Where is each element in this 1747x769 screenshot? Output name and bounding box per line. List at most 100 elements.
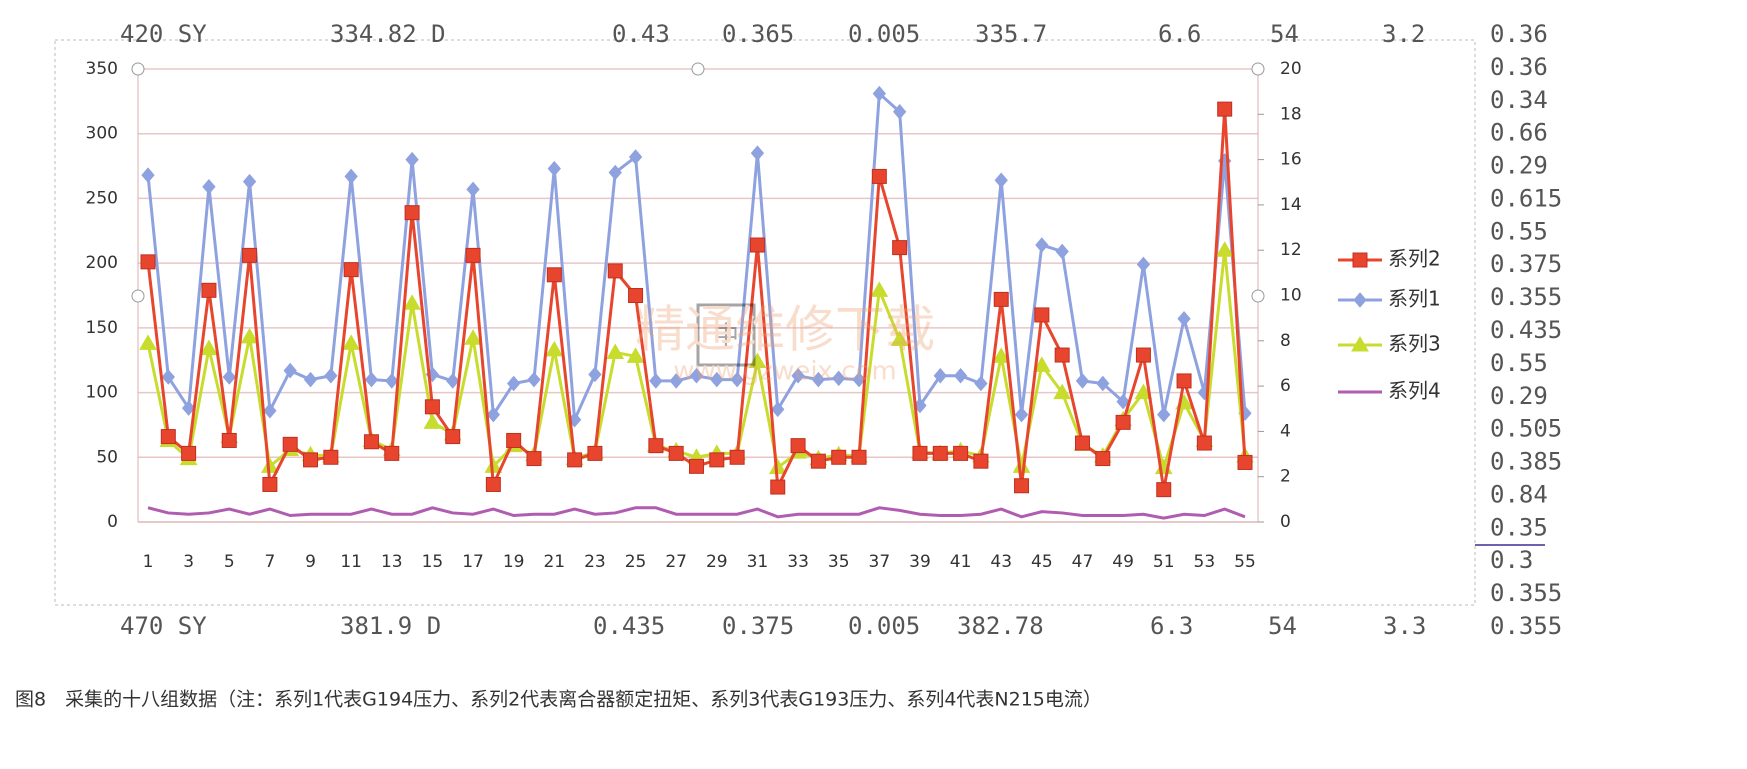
point — [992, 347, 1011, 363]
watermark-box-text: 中 — [713, 322, 739, 352]
y2-tick-label: 16 — [1280, 150, 1302, 170]
point — [466, 181, 480, 198]
point — [446, 373, 460, 389]
side-value: 0.505 — [1490, 415, 1562, 443]
top-row-value: 0.005 — [848, 20, 920, 48]
point — [607, 263, 623, 279]
legend-label: 系列4 — [1388, 379, 1441, 403]
point — [993, 291, 1009, 307]
side-value: 0.34 — [1490, 86, 1548, 114]
point — [1055, 243, 1069, 260]
point — [1136, 256, 1151, 273]
point — [323, 449, 339, 465]
bottom-row-value: 0.005 — [848, 612, 920, 640]
x-tick-label: 5 — [224, 552, 235, 572]
point — [890, 330, 909, 347]
point — [1053, 383, 1072, 400]
point — [403, 294, 421, 310]
point — [546, 267, 562, 283]
point — [649, 373, 663, 389]
point — [424, 399, 440, 415]
point — [201, 282, 217, 298]
point — [1135, 347, 1151, 363]
point — [141, 167, 155, 183]
point — [221, 432, 237, 448]
watermark-box — [696, 303, 756, 367]
point — [1176, 373, 1192, 389]
x-tick-label: 27 — [665, 552, 687, 572]
point — [872, 85, 886, 102]
point — [485, 476, 501, 492]
point — [608, 164, 622, 181]
point — [1074, 435, 1090, 451]
point — [140, 254, 156, 270]
point — [668, 445, 684, 461]
point — [282, 436, 298, 452]
point — [1351, 335, 1369, 352]
y2-tick-label: 18 — [1280, 104, 1302, 124]
point — [1157, 406, 1171, 423]
point — [384, 445, 400, 461]
point — [626, 347, 645, 363]
point — [160, 429, 176, 445]
point — [648, 438, 664, 454]
point — [994, 172, 1008, 189]
point — [912, 445, 928, 461]
point — [892, 103, 907, 120]
x-tick-label: 41 — [950, 552, 972, 572]
side-value: 0.615 — [1490, 184, 1562, 212]
point — [364, 371, 379, 388]
point — [303, 371, 318, 388]
x-tick-label: 13 — [381, 552, 403, 572]
handle — [1251, 62, 1265, 76]
point — [547, 160, 561, 177]
point — [567, 452, 583, 468]
point — [1215, 241, 1234, 257]
point — [588, 366, 602, 383]
point — [181, 445, 197, 461]
top-row-value: 0.43 — [612, 20, 670, 48]
point — [1095, 451, 1111, 467]
point — [973, 453, 989, 469]
side-value: 0.66 — [1490, 119, 1548, 147]
y2-tick-label: 20 — [1280, 59, 1302, 79]
side-value: 0.36 — [1490, 53, 1548, 81]
y-tick-label: 0 — [107, 512, 118, 532]
point — [750, 145, 765, 161]
side-value: 0.55 — [1490, 217, 1548, 245]
point — [200, 339, 218, 356]
y-tick-label: 300 — [86, 124, 118, 144]
point — [710, 371, 724, 388]
y2-tick-label: 0 — [1280, 512, 1291, 532]
y2-tick-label: 14 — [1280, 195, 1302, 215]
point — [363, 434, 379, 450]
x-tick-label: 17 — [462, 552, 484, 572]
series-line — [146, 109, 1247, 493]
watermark-url: www.gzweix.com — [673, 357, 897, 387]
point — [507, 375, 521, 392]
point — [202, 179, 216, 195]
y2-tick-label: 6 — [1280, 376, 1291, 396]
side-value: 0.35 — [1490, 513, 1548, 541]
legend-label: 系列3 — [1388, 332, 1441, 356]
x-tick-label: 31 — [747, 552, 769, 572]
x-tick-label: 7 — [264, 552, 275, 572]
point — [974, 375, 988, 392]
point — [953, 367, 968, 384]
point — [1352, 252, 1368, 268]
point — [423, 413, 442, 429]
y-tick-label: 150 — [86, 318, 118, 338]
handle — [1251, 289, 1265, 303]
point — [240, 327, 259, 344]
top-row-value: 420 SY — [120, 20, 207, 48]
x-tick-label: 33 — [787, 552, 809, 572]
side-value: 0.375 — [1490, 250, 1562, 278]
y-tick-label: 100 — [86, 383, 118, 403]
bottom-row-value: 3.3 — [1383, 612, 1426, 640]
point — [851, 449, 867, 465]
point — [545, 340, 564, 357]
bottom-row-value: 382.78 — [957, 612, 1044, 640]
side-value: 0.355 — [1490, 283, 1562, 311]
point — [852, 371, 866, 388]
